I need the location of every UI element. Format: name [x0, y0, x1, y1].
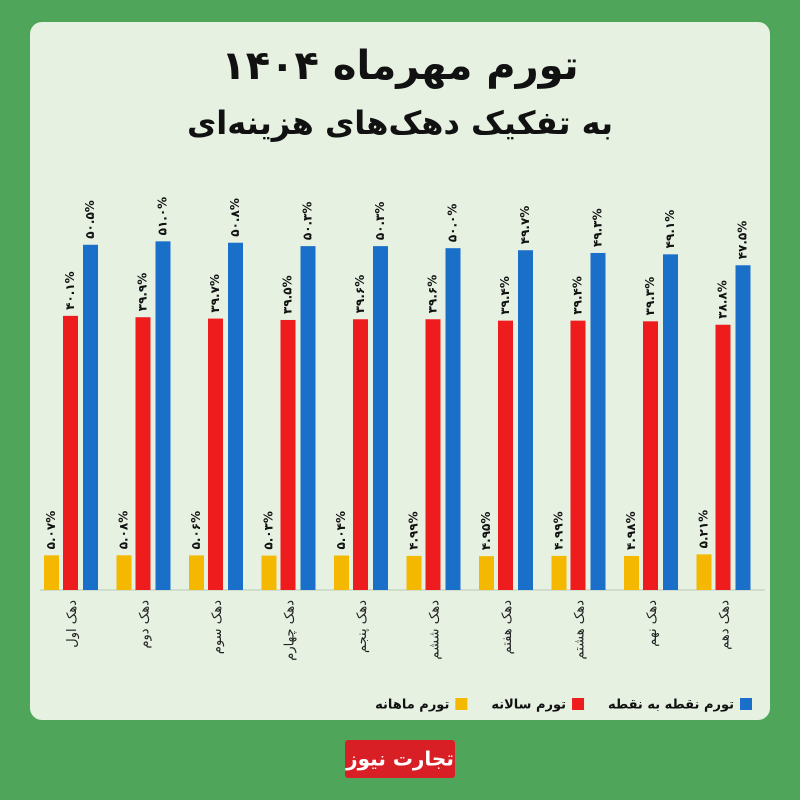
legend-swatch: [572, 698, 585, 710]
x-tick-label: دهک سوم: [210, 600, 225, 654]
value-label: ۵.۰۴%: [334, 511, 348, 550]
bar: [300, 246, 316, 590]
value-label: ۳۹.۹%: [136, 273, 150, 312]
value-label: ۵۰.۳%: [301, 202, 315, 241]
value-label: ۴۹.۱%: [663, 210, 677, 249]
value-label: ۵.۰۸%: [117, 511, 131, 550]
value-label: ۵.۰۷%: [44, 511, 58, 550]
value-label: ۳۹.۷%: [208, 274, 222, 313]
x-tick-label: دهک هشتم: [572, 600, 587, 660]
value-label: ۵۰.۰%: [446, 204, 460, 243]
bar: [261, 555, 277, 590]
bar: [135, 317, 151, 590]
chart-subtitle: به تفکیک دهک‌های هزینه‌ای: [187, 104, 613, 142]
bar: [735, 265, 751, 590]
x-tick-label: دهک پنجم: [355, 600, 370, 653]
bar: [590, 252, 606, 590]
bar: [44, 555, 59, 590]
value-label: ۵۰.۸%: [228, 198, 242, 237]
value-label: ۴.۹۵%: [479, 512, 493, 551]
value-label: ۵.۰۶%: [189, 511, 203, 550]
value-label: ۳۹.۶%: [353, 275, 367, 314]
bar: [63, 315, 78, 590]
value-label: ۴.۹۸%: [624, 511, 638, 550]
bar: [208, 318, 223, 590]
bar: [373, 246, 388, 590]
bar: [696, 554, 712, 590]
value-label: ۵۰.۳%: [373, 202, 387, 241]
chart-title: تورم مهرماه ۱۴۰۴: [221, 43, 578, 89]
bar: [83, 244, 98, 590]
bar: [518, 250, 533, 590]
value-label: ۳۹.۵%: [281, 275, 295, 314]
value-label: ۳۹.۴%: [498, 276, 512, 315]
bar: [663, 254, 678, 591]
x-tick-label: دهک نهم: [645, 600, 660, 647]
bar: [445, 248, 461, 590]
value-label: ۵۱.۰%: [156, 197, 170, 236]
bar: [155, 241, 171, 590]
legend-label: تورم سالانه: [491, 698, 566, 713]
bar: [228, 242, 243, 591]
legend-swatch: [455, 698, 468, 710]
x-tick-label: دهک دهم: [717, 600, 732, 650]
bar: [498, 320, 513, 590]
bar: [643, 321, 658, 590]
value-label: ۴۹.۷%: [518, 206, 532, 245]
x-tick-label: دهک دوم: [137, 600, 152, 649]
value-label: ۴۰.۱%: [63, 271, 77, 310]
legend-label: تورم نقطه به نقطه: [608, 698, 734, 713]
value-label: ۳۹.۳%: [643, 277, 657, 316]
bar: [334, 555, 349, 590]
logo: تجارت نیوز: [345, 747, 454, 771]
x-tick-label: دهک چهارم: [282, 600, 297, 661]
value-label: ۴۷.۵%: [736, 221, 750, 260]
bar: [479, 556, 494, 590]
value-label: ۴.۹۹%: [407, 511, 421, 550]
x-tick-label: دهک هفتم: [500, 600, 515, 655]
x-tick-label: دهک ششم: [427, 600, 442, 660]
value-label: ۳۸.۸%: [716, 280, 730, 319]
value-label: ۴۹.۳%: [591, 208, 605, 247]
value-label: ۵۰.۵%: [83, 200, 97, 239]
value-label: ۴.۹۹%: [552, 511, 566, 550]
bar: [715, 324, 731, 590]
bar: [570, 320, 586, 590]
bar: [406, 555, 422, 590]
value-label: ۵.۰۳%: [262, 511, 276, 550]
legend-swatch: [740, 698, 752, 710]
legend-label: تورم ماهانه: [375, 698, 449, 713]
bar: [189, 555, 204, 590]
bar: [551, 555, 567, 590]
logo-box: [345, 740, 455, 778]
bar: [353, 319, 368, 590]
value-label: ۳۹.۴%: [571, 276, 585, 315]
bar: [280, 319, 296, 590]
value-label: ۵.۲۱%: [697, 510, 711, 549]
value-label: ۳۹.۶%: [426, 275, 440, 314]
bar: [116, 555, 132, 590]
bar: [425, 319, 441, 590]
bar: [624, 555, 639, 590]
x-tick-label: دهک اول: [65, 600, 80, 648]
